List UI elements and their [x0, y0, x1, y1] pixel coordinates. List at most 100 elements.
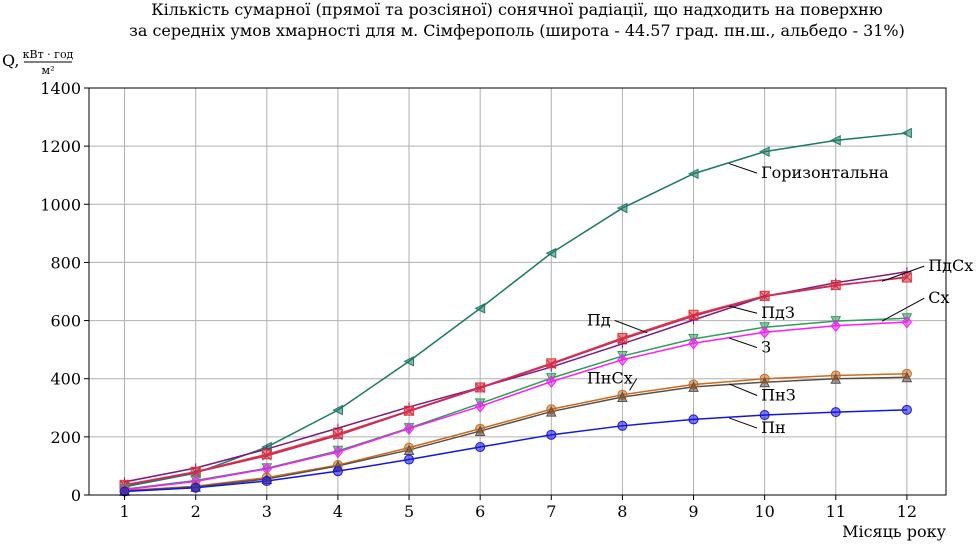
- data-point-pdz: [404, 406, 414, 417]
- data-point-pn: [617, 420, 628, 431]
- data-point-z: [830, 319, 841, 333]
- x-tick-label: 9: [688, 502, 698, 521]
- data-point-pn: [190, 482, 201, 493]
- data-point-z: [403, 422, 415, 436]
- data-point-horyzontalna: [332, 404, 343, 416]
- x-tick-label: 1: [119, 502, 129, 521]
- annotation-leader-z: [728, 337, 758, 349]
- x-tick-label: 11: [826, 502, 846, 521]
- chart-title: Кількість сумарної (прямої та розсіяної)…: [151, 0, 883, 19]
- data-point-pnz: [759, 376, 770, 388]
- y-tick-label: 200: [50, 428, 81, 447]
- data-point-pn: [688, 414, 699, 425]
- annotation-leader-pnz: [728, 383, 758, 396]
- x-tick-label: 5: [404, 502, 414, 521]
- data-point-pnz: [688, 381, 699, 392]
- annotation-label-pdz: ПдЗ: [761, 303, 795, 322]
- data-point-pdz: [617, 334, 628, 345]
- annotation-label-pn: Пн: [761, 418, 786, 437]
- data-point-horyzontalna: [403, 355, 415, 367]
- data-point-pdz: [190, 467, 201, 478]
- x-tick-label: 12: [897, 502, 917, 521]
- annotation-label-pd: Пд: [587, 311, 611, 330]
- series-line-horyzontalna: [124, 132, 907, 488]
- data-point-horyzontalna: [830, 135, 841, 146]
- data-point-horyzontalna: [616, 202, 628, 214]
- data-point-pd: [546, 358, 557, 369]
- y-axis-label: Q, кВт · год м²: [2, 48, 74, 77]
- x-tick-label: 2: [191, 502, 201, 521]
- series-line-pnz: [124, 376, 907, 492]
- x-tick-label: 10: [754, 502, 774, 521]
- data-point-z: [332, 445, 344, 459]
- data-point-pd: [688, 309, 699, 320]
- data-point-horyzontalna: [901, 127, 912, 139]
- annotation-label-pnz: ПнЗ: [761, 386, 796, 405]
- annotation-leader-skh: [881, 297, 925, 322]
- data-point-pnz: [617, 391, 628, 403]
- annotation-leader-pnskh: [629, 378, 638, 391]
- data-point-pd: [617, 333, 628, 344]
- x-tick-label: 8: [617, 502, 627, 521]
- y-axis-symbol: Q,: [2, 51, 19, 70]
- series-markers: [118, 127, 913, 497]
- data-point-pn: [332, 466, 343, 477]
- data-point-z: [688, 336, 699, 350]
- y-tick-label: 1200: [40, 137, 81, 156]
- y-tick-label: 1000: [40, 195, 81, 214]
- data-point-pnz: [901, 371, 913, 383]
- annotation-leader-pdz: [728, 305, 758, 314]
- plot-frame: [88, 87, 947, 496]
- data-point-pdz: [759, 291, 770, 302]
- data-point-horyzontalna: [474, 303, 486, 314]
- x-tick-label: 6: [475, 502, 485, 521]
- data-point-pd: [261, 449, 272, 460]
- y-tick-label: 600: [50, 312, 81, 331]
- data-point-pn: [404, 454, 415, 465]
- annotation-labels: Горизонтальна ПдСх Сх Пд ПдЗ З ПнСх ПнЗ Пн: [587, 163, 973, 437]
- y-axis-unit-numerator: кВт · год: [23, 48, 74, 61]
- data-point-z: [901, 315, 913, 329]
- data-point-pn: [759, 410, 770, 421]
- annotation-leader-pdskh: [881, 265, 925, 282]
- series-lines: [124, 132, 907, 493]
- data-point-z: [759, 325, 770, 339]
- data-point-pdz: [475, 383, 486, 393]
- y-tick-label: 0: [71, 486, 81, 505]
- data-point-z: [475, 400, 486, 413]
- annotation-leader-pd: [614, 320, 648, 334]
- y-axis-unit-denominator: м²: [42, 64, 55, 77]
- x-tick-label: 3: [262, 502, 272, 521]
- annotation-label-pdskh: ПдСх: [928, 256, 973, 275]
- annotation-label-skh: Сх: [928, 288, 949, 307]
- x-axis-label: Місяць року: [842, 522, 947, 541]
- data-point-pdz: [830, 280, 841, 291]
- data-point-horyzontalna: [545, 247, 557, 259]
- chart-subtitle: за середніх умов хмарності для м. Сімфер…: [129, 21, 905, 40]
- data-point-horyzontalna: [759, 146, 770, 157]
- data-point-pnz: [830, 373, 842, 384]
- grid: [89, 87, 946, 496]
- data-point-pn: [901, 404, 912, 415]
- data-point-pdz: [261, 450, 272, 461]
- data-point-pdz: [688, 311, 699, 322]
- data-point-pnz: [403, 444, 415, 455]
- y-tick-label: 400: [50, 370, 81, 389]
- data-point-z: [546, 375, 557, 388]
- series-line-z: [124, 321, 907, 491]
- x-tick-label: 4: [333, 502, 343, 521]
- series-line-pnskh: [124, 373, 907, 492]
- data-point-pdz: [333, 430, 343, 441]
- x-tick-label: 7: [546, 502, 556, 521]
- data-point-pn: [475, 442, 486, 453]
- annotation-leader-horyzontalna: [728, 163, 758, 174]
- data-point-pdz: [546, 359, 557, 370]
- annotation-label-horyzontalna: Горизонтальна: [761, 163, 889, 182]
- annotation-label-z: З: [761, 338, 771, 357]
- data-point-pnz: [545, 405, 557, 417]
- data-point-z: [617, 353, 628, 367]
- data-point-pn: [546, 429, 557, 440]
- data-point-pn: [830, 407, 841, 418]
